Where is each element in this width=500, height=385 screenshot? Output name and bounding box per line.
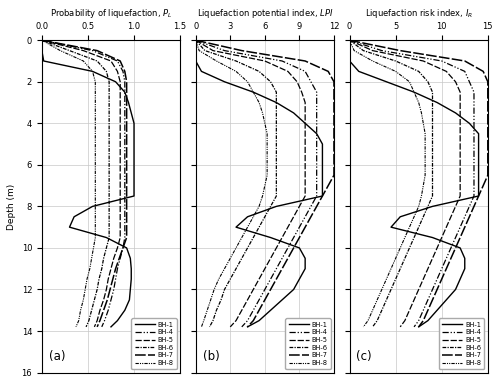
Title: Probability of liquefaction, $P_L$: Probability of liquefaction, $P_L$ xyxy=(50,7,172,20)
Text: (c): (c) xyxy=(356,350,372,363)
Legend: BH-1, BH-4, BH-5, BH-6, BH-7, BH-8: BH-1, BH-4, BH-5, BH-6, BH-7, BH-8 xyxy=(286,318,331,369)
Legend: BH-1, BH-4, BH-5, BH-6, BH-7, BH-8: BH-1, BH-4, BH-5, BH-6, BH-7, BH-8 xyxy=(439,318,484,369)
Text: (b): (b) xyxy=(202,350,220,363)
Y-axis label: Depth (m): Depth (m) xyxy=(7,183,16,229)
Title: Liquefaction potential index, $LPI$: Liquefaction potential index, $LPI$ xyxy=(196,7,333,20)
Legend: BH-1, BH-4, BH-5, BH-6, BH-7, BH-8: BH-1, BH-4, BH-5, BH-6, BH-7, BH-8 xyxy=(132,318,177,369)
Title: Liquefaction risk index, $I_R$: Liquefaction risk index, $I_R$ xyxy=(364,7,473,20)
Text: (a): (a) xyxy=(49,350,66,363)
